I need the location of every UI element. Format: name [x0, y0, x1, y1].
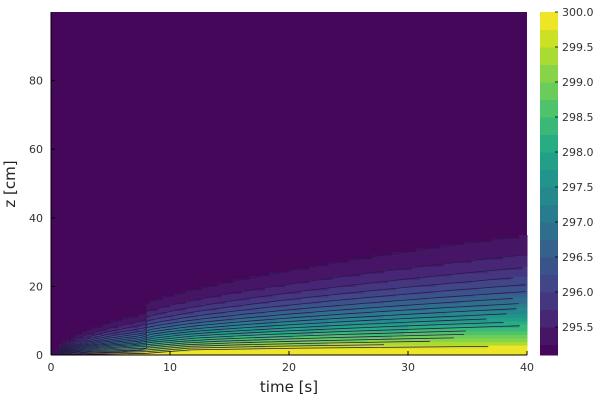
contour-line	[56, 340, 430, 356]
colorbar-band	[540, 239, 558, 258]
x-tick-label: 0	[48, 361, 55, 374]
contour-line	[56, 313, 507, 356]
x-tick-label: 10	[163, 361, 177, 374]
contour-line	[56, 346, 489, 356]
colorbar-tick-label: 298.0	[562, 146, 594, 159]
colorbar-band	[540, 169, 558, 188]
contour-line	[56, 303, 519, 356]
contour-line	[56, 277, 514, 356]
colorbar-band	[540, 82, 558, 100]
colorbar: 295.5 296.0 296.5 297.0 297.5 298.0 298.5 299.0…	[540, 6, 594, 356]
y-axis-label: z [cm]	[1, 160, 19, 207]
contour-line	[56, 267, 523, 356]
contour-plot-area	[51, 12, 528, 356]
colorbar-band	[540, 309, 558, 328]
colorbar-band	[540, 99, 558, 118]
colorbar-band	[540, 274, 558, 293]
x-axis-label: time [s]	[260, 378, 318, 396]
colorbar-tick-label: 299.0	[562, 76, 594, 89]
colorbar-tick-label: 300.0	[562, 6, 594, 19]
colorbar-band	[540, 117, 558, 135]
contour-line	[56, 334, 465, 356]
colorbar-tick-label: 299.5	[562, 41, 594, 54]
y-tick-label: 80	[29, 75, 43, 88]
colorbar-band	[540, 134, 558, 153]
colorbar-tick-label: 297.5	[562, 181, 594, 194]
contour-line	[56, 318, 487, 356]
colorbar-band	[540, 29, 558, 48]
colorbar-band	[540, 204, 558, 223]
colorbar-band	[540, 47, 558, 65]
colorbar-tick-label: 298.5	[562, 111, 594, 124]
y-tick-label: 0	[36, 349, 43, 362]
colorbar-band	[540, 152, 558, 170]
colorbar-tick-label: 295.5	[562, 321, 594, 334]
x-tick-label: 40	[520, 361, 534, 374]
contour-line	[56, 322, 504, 356]
colorbar-band	[540, 187, 558, 205]
contour-line	[56, 255, 519, 356]
colorbar-tick-label: 297.0	[562, 216, 594, 229]
colorbar-band	[540, 222, 558, 240]
colorbar-band	[540, 64, 558, 83]
y-axis: 0 20 40 60 80	[29, 12, 55, 362]
colorbar-tick-label: 296.5	[562, 251, 594, 264]
contour-line	[56, 291, 526, 356]
contour-line	[56, 236, 518, 356]
y-tick-label: 40	[29, 212, 43, 225]
y-tick-label: 20	[29, 280, 43, 293]
contour-line	[56, 298, 513, 356]
colorbar-band	[540, 292, 558, 310]
colorbar-tick-label: 296.0	[562, 286, 594, 299]
contour-line	[56, 284, 526, 356]
x-tick-label: 30	[401, 361, 415, 374]
x-tick-label: 20	[282, 361, 296, 374]
contour-line	[56, 325, 520, 356]
colorbar-band	[540, 327, 558, 345]
y-tick-label: 60	[29, 143, 43, 156]
contour-line	[56, 308, 517, 356]
contour-line	[56, 337, 454, 356]
colorbar-band	[540, 12, 558, 30]
contour-line	[56, 330, 466, 356]
colorbar-band	[540, 257, 558, 275]
contour-line	[56, 344, 384, 356]
colorbar-band	[540, 344, 558, 356]
